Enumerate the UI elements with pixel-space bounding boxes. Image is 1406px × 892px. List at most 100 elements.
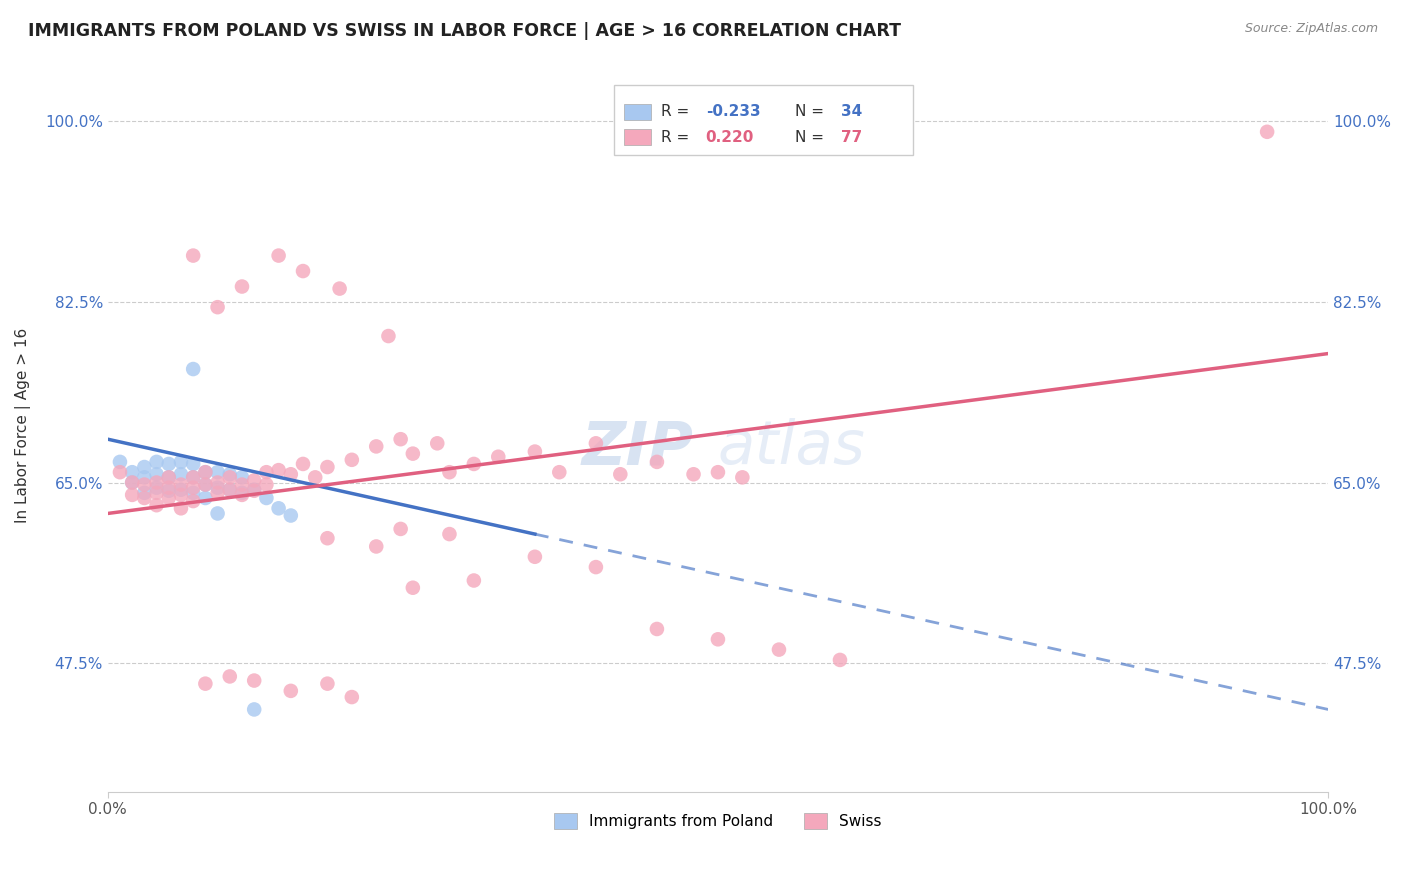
Text: 77: 77 xyxy=(841,130,862,145)
Point xyxy=(243,483,266,498)
FancyBboxPatch shape xyxy=(624,129,651,145)
Point xyxy=(207,465,229,479)
Point xyxy=(243,474,266,488)
Text: R =: R = xyxy=(661,104,693,120)
Point xyxy=(157,481,180,495)
Point xyxy=(181,470,204,484)
Point xyxy=(134,477,156,491)
Point xyxy=(523,444,546,458)
Point xyxy=(207,485,229,500)
Point xyxy=(254,491,277,505)
Point xyxy=(292,457,315,471)
Point xyxy=(267,463,290,477)
Point xyxy=(731,470,754,484)
Point xyxy=(243,702,266,716)
Point xyxy=(366,540,388,554)
Point xyxy=(207,300,229,314)
Text: IMMIGRANTS FROM POLAND VS SWISS IN LABOR FORCE | AGE > 16 CORRELATION CHART: IMMIGRANTS FROM POLAND VS SWISS IN LABOR… xyxy=(28,22,901,40)
Text: atlas: atlas xyxy=(718,418,866,477)
Y-axis label: In Labor Force | Age > 16: In Labor Force | Age > 16 xyxy=(15,328,31,524)
Point xyxy=(243,483,266,497)
Point xyxy=(231,279,253,293)
Point xyxy=(170,483,193,497)
Point xyxy=(181,470,204,484)
Text: N =: N = xyxy=(794,130,828,145)
Point xyxy=(254,477,277,491)
Point xyxy=(218,483,240,497)
Point xyxy=(231,470,253,484)
Point xyxy=(108,465,131,479)
Point xyxy=(194,477,217,491)
Point xyxy=(304,470,326,484)
Point xyxy=(280,508,302,523)
Point xyxy=(194,465,217,479)
Point xyxy=(157,491,180,505)
Text: N =: N = xyxy=(794,104,828,120)
FancyBboxPatch shape xyxy=(624,103,651,120)
Point xyxy=(157,470,180,484)
Point xyxy=(218,470,240,484)
Point xyxy=(329,282,352,296)
Point xyxy=(145,481,167,495)
Point xyxy=(231,477,253,491)
Point xyxy=(768,642,790,657)
Point xyxy=(170,467,193,482)
Point xyxy=(402,581,425,595)
Point xyxy=(181,481,204,495)
Point xyxy=(157,483,180,498)
Point xyxy=(316,460,339,475)
Point xyxy=(280,467,302,482)
Point xyxy=(426,436,449,450)
Point xyxy=(170,477,193,491)
Point xyxy=(292,264,315,278)
Point xyxy=(218,483,240,497)
Point xyxy=(170,488,193,502)
Point xyxy=(254,465,277,479)
Point xyxy=(121,475,143,490)
Point xyxy=(121,465,143,479)
Text: 34: 34 xyxy=(841,104,862,120)
Point xyxy=(707,632,730,647)
Point xyxy=(340,452,363,467)
Point xyxy=(218,669,240,683)
Point xyxy=(439,465,461,479)
Point xyxy=(463,457,485,471)
Point xyxy=(121,475,143,490)
Text: R =: R = xyxy=(661,130,699,145)
Point xyxy=(243,673,266,688)
Point xyxy=(145,467,167,482)
Point xyxy=(267,249,290,263)
Legend: Immigrants from Poland, Swiss: Immigrants from Poland, Swiss xyxy=(548,807,887,836)
Point xyxy=(134,470,156,484)
Point xyxy=(1256,125,1278,139)
Point xyxy=(585,436,607,450)
Point xyxy=(145,455,167,469)
Point xyxy=(207,507,229,521)
Point xyxy=(523,549,546,564)
Point xyxy=(181,457,204,471)
Text: 0.220: 0.220 xyxy=(706,130,754,145)
Text: ZIP: ZIP xyxy=(582,418,693,477)
Point xyxy=(377,329,399,343)
Point xyxy=(181,249,204,263)
Point xyxy=(231,488,253,502)
Point xyxy=(389,432,412,446)
Point xyxy=(486,450,509,464)
Point xyxy=(207,475,229,490)
Point xyxy=(609,467,631,482)
Point xyxy=(145,485,167,500)
Point xyxy=(366,439,388,453)
Point xyxy=(194,491,217,505)
Point xyxy=(267,501,290,516)
Point xyxy=(134,485,156,500)
Point xyxy=(194,477,217,491)
Point xyxy=(170,455,193,469)
Point xyxy=(134,460,156,475)
Point xyxy=(645,455,668,469)
Point xyxy=(170,501,193,516)
Text: -0.233: -0.233 xyxy=(706,104,761,120)
Point xyxy=(645,622,668,636)
Point xyxy=(181,494,204,508)
Point xyxy=(157,457,180,471)
Point xyxy=(316,676,339,690)
